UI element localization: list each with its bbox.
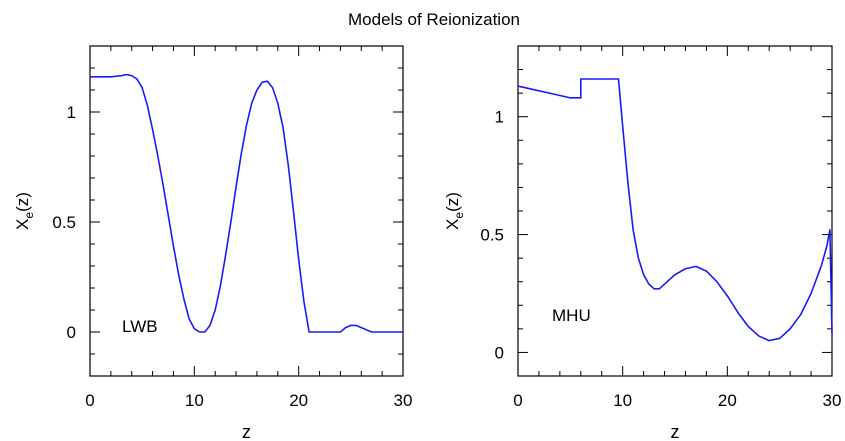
panel-mhu: 0 10 20 30 0 0.5 1 z Xe(z) MHU (443, 45, 842, 441)
x-tick-label: 30 (394, 391, 413, 410)
x-tick-label: 30 (823, 391, 842, 410)
x-tick-label: 0 (513, 391, 522, 410)
x-tick-label: 0 (85, 391, 94, 410)
y-tick-label: 0.5 (480, 226, 504, 245)
y-tick-label: 1 (495, 108, 504, 127)
x-axis-label: z (671, 422, 680, 441)
plot-frame (89, 45, 404, 377)
x-tick-label: 20 (718, 391, 737, 410)
y-axis-label: Xe(z) (443, 192, 466, 230)
x-tick-label: 10 (185, 391, 204, 410)
plot-frame (517, 45, 833, 377)
panel-lwb: 0 10 20 30 0 0.5 1 z Xe(z) LWB (13, 45, 413, 441)
y-tick-label: 1 (67, 103, 76, 122)
panel-label: MHU (552, 306, 591, 325)
series-line (90, 73, 403, 333)
y-axis-label: Xe(z) (13, 192, 36, 230)
figure-title: Models of Reionization (348, 10, 520, 29)
y-tick-label: 0 (495, 343, 504, 362)
y-tick-label: 0 (67, 323, 76, 342)
panel-label: LWB (122, 317, 158, 336)
x-tick-label: 20 (289, 391, 308, 410)
series-line (517, 78, 833, 342)
x-axis-label: z (242, 422, 251, 441)
x-tick-label: 10 (613, 391, 632, 410)
y-tick-label: 0.5 (52, 213, 76, 232)
